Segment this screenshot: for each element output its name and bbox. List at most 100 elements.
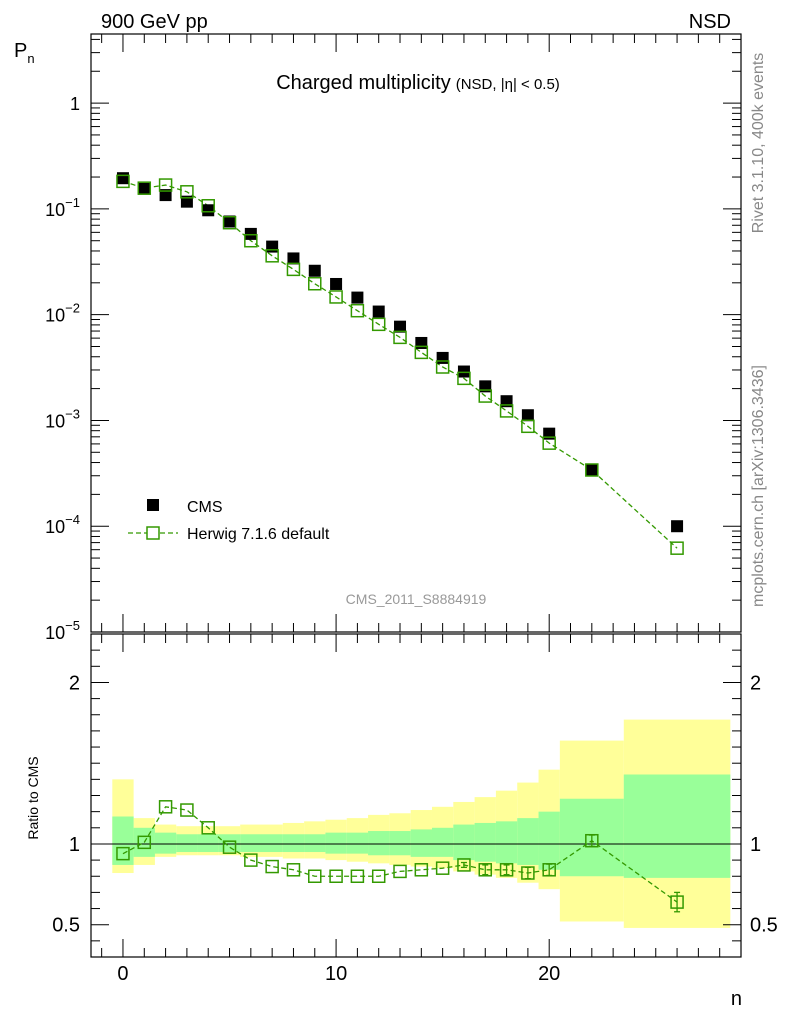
ratio-inner-band	[112, 816, 134, 865]
main-y-tick-exp: −5	[65, 618, 80, 633]
main-ylabel-text: P	[14, 40, 27, 62]
ratio-series	[116, 800, 684, 913]
main-title-text: Charged multiplicity	[276, 72, 451, 94]
ratio-data-point	[371, 869, 386, 883]
ratio-inner-band	[304, 834, 326, 853]
ratio-grid: 0.5 0.51 12 20 10 20	[52, 633, 778, 985]
cms-data-point	[436, 351, 449, 364]
ratio-data-point	[286, 863, 301, 877]
ratio-inner-band	[623, 774, 731, 878]
cms-data-point	[138, 182, 151, 195]
main-y-tick-base: 10	[45, 517, 65, 537]
cms-data-point	[457, 365, 470, 378]
herwig-data-point	[222, 215, 237, 230]
ratio-data-point	[116, 846, 130, 861]
ratio-inner-band	[431, 827, 454, 857]
ratio-y-tick-label-right: 1	[750, 834, 761, 856]
ratio-data-point	[180, 803, 194, 817]
herwig-data-point	[329, 290, 343, 304]
cms-data-point	[202, 204, 215, 217]
ratio-data-point	[542, 863, 556, 877]
ratio-data-point	[457, 858, 471, 872]
main-title-subtitle: (NSD, |η| < 0.5)	[456, 76, 560, 93]
ratio-y-tick-label: 2	[69, 672, 80, 694]
main-y-tick-label: 10−5	[45, 618, 80, 643]
ratio-x-tick-label: 10	[325, 963, 347, 985]
main-y-tick-label: 10−4	[45, 512, 80, 537]
herwig-data-point	[585, 463, 599, 477]
main-y-tick-exp: −3	[65, 406, 80, 421]
main-y-tick-base: 10	[45, 200, 65, 220]
herwig-data-point	[670, 541, 684, 555]
cms-data-point	[671, 520, 684, 533]
ratio-inner-band	[538, 811, 560, 870]
main-y-tick-label: 10−1	[45, 195, 80, 220]
ratio-inner-band	[410, 829, 432, 857]
ratio-inner-band	[240, 834, 262, 853]
main-y-tick-exp: −4	[65, 512, 80, 527]
ratio-data-point	[478, 863, 493, 877]
legend-cms-label: CMS	[187, 499, 223, 516]
cms-data-point	[308, 264, 321, 277]
ratio-data-point	[670, 895, 684, 909]
herwig-data-point	[308, 276, 322, 291]
cms-data-point	[330, 277, 343, 290]
ratio-data-point	[414, 863, 429, 877]
ratio-data-point	[201, 821, 215, 835]
ratio-inner-band	[325, 832, 347, 854]
main-y-tick-base: 10	[45, 306, 65, 326]
cms-data-point	[521, 409, 534, 422]
herwig-data-point	[393, 330, 407, 345]
main-y-tick-exp: −2	[65, 301, 80, 316]
cms-data-point	[287, 252, 300, 265]
ratio-inner-band	[346, 832, 369, 854]
ratio-series-line	[122, 806, 678, 903]
ratio-y-tick-label: 0.5	[52, 915, 80, 937]
ratio-inner-band	[154, 832, 177, 854]
herwig-data-point	[542, 436, 556, 450]
ratio-data-point	[308, 869, 322, 883]
legend-herwig-marker	[146, 526, 160, 540]
herwig-data-point	[478, 389, 493, 403]
ratio-data-point	[435, 861, 450, 875]
ratio-ylabel: Ratio to CMS	[25, 756, 41, 839]
ratio-inner-band	[218, 834, 241, 853]
ratio-data-point	[222, 840, 237, 854]
ratio-data-point	[265, 859, 279, 874]
herwig-data-point	[180, 185, 194, 199]
ratio-data-point	[137, 835, 152, 850]
ratio-y-tick-label-right: 0.5	[750, 915, 778, 937]
ratio-panel: 0.5 0.51 12 20 10 20 Ratio to CMS n	[25, 633, 778, 1010]
herwig-data-point	[499, 404, 514, 418]
main-y-tick-base: 10	[45, 623, 65, 643]
cms-data-point	[372, 305, 385, 318]
herwig-data-point	[457, 371, 471, 386]
ratio-xlabel: n	[731, 988, 742, 1010]
ratio-inner-band	[474, 822, 496, 862]
main-title: Charged multiplicity (NSD, |η| < 0.5)	[276, 72, 560, 94]
cms-data-point	[180, 195, 193, 208]
main-y-tick-exp: −1	[65, 195, 80, 210]
ratio-x-tick-label: 0	[117, 963, 128, 985]
main-watermark: CMS_2011_S8884919	[346, 591, 487, 607]
ratio-inner-band	[389, 831, 411, 856]
legend-herwig-label: Herwig 7.1.6 default	[187, 526, 330, 543]
ratio-inner-band	[453, 824, 475, 861]
side-label-bottom: mcplots.cern.ch [arXiv:1306.3436]	[750, 365, 767, 607]
herwig-data-point	[265, 249, 279, 263]
main-frame	[90, 33, 742, 633]
cms-data-point	[351, 291, 364, 304]
main-ylabel: Pn	[14, 40, 35, 66]
ratio-inner-band	[517, 818, 539, 865]
ratio-y-tick-label: 1	[69, 834, 80, 856]
herwig-data-point	[116, 174, 130, 189]
ratio-data-point	[521, 866, 535, 880]
cms-data-point	[415, 336, 428, 349]
ratio-y-tick-label-right: 2	[750, 672, 761, 694]
cms-data-point	[266, 240, 279, 253]
herwig-data-point	[201, 199, 215, 213]
legend: CMS Herwig 7.1.6 default	[128, 499, 330, 543]
cms-data-point	[585, 463, 598, 476]
ratio-inner-band	[261, 834, 283, 853]
ratio-inner-band	[368, 831, 390, 856]
